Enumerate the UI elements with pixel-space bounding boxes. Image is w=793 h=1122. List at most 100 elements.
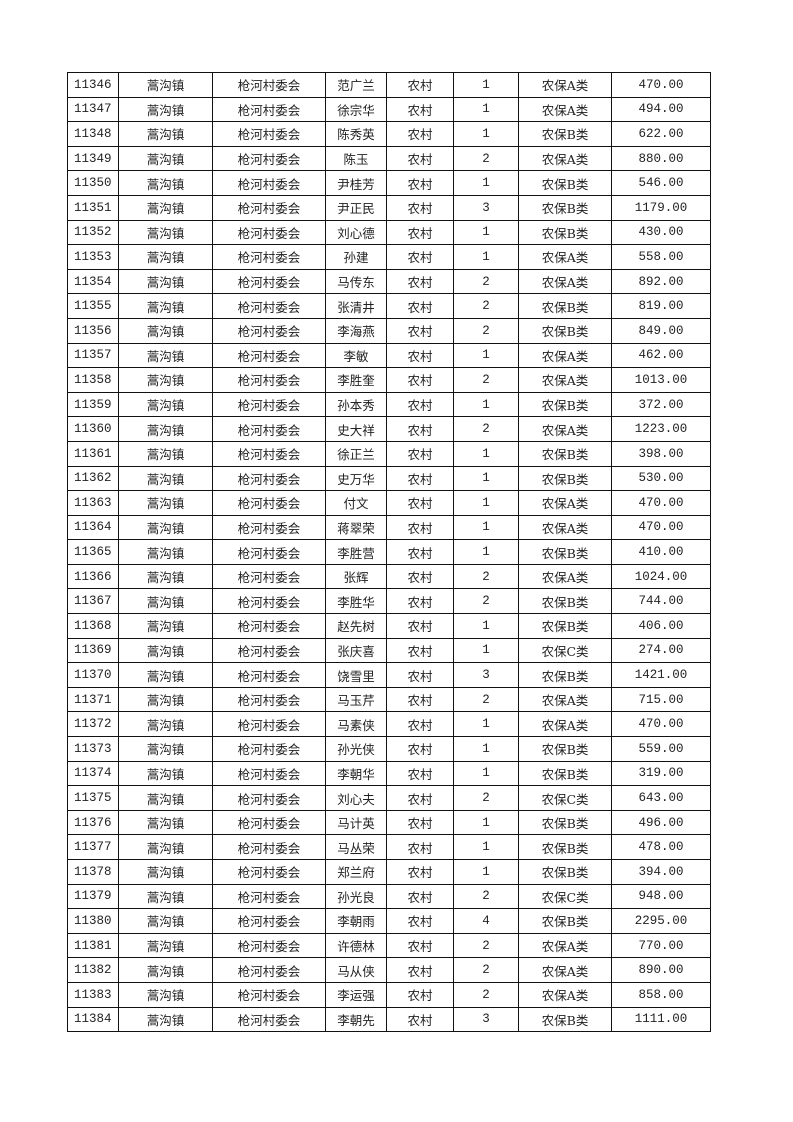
row-id-cell: 11357 [67, 342, 119, 369]
amount-cell: 406.00 [611, 613, 711, 639]
amount-cell: 2295.00 [611, 908, 711, 934]
person-name-cell: 史大祥 [325, 416, 387, 442]
person-name-cell: 李朝华 [325, 760, 387, 787]
town-cell: 蒿沟镇 [118, 809, 213, 836]
table-row: 11364 蒿沟镇 枪河村委会 蒋翠荣 农村 1 农保A类 470.00 [67, 514, 711, 541]
town-cell: 蒿沟镇 [118, 342, 213, 369]
town-cell: 蒿沟镇 [118, 391, 213, 418]
member-count-cell: 1 [453, 121, 519, 147]
insurance-category-cell: 农保B类 [518, 736, 612, 762]
table-row: 11373 蒿沟镇 枪河村委会 孙光侠 农村 1 农保B类 559.00 [67, 736, 711, 762]
amount-cell: 622.00 [611, 121, 711, 147]
village-committee-cell: 枪河村委会 [212, 219, 326, 246]
amount-cell: 559.00 [611, 736, 711, 762]
table-row: 11359 蒿沟镇 枪河村委会 孙本秀 农村 1 农保B类 372.00 [67, 391, 711, 418]
household-type-cell: 农村 [386, 662, 454, 688]
row-id-cell: 11384 [67, 1006, 119, 1033]
member-count-cell: 2 [453, 932, 519, 959]
town-cell: 蒿沟镇 [118, 145, 213, 172]
table-row: 11363 蒿沟镇 枪河村委会 付文 农村 1 农保A类 470.00 [67, 490, 711, 516]
town-cell: 蒿沟镇 [118, 539, 213, 565]
town-cell: 蒿沟镇 [118, 637, 213, 664]
table-row: 11354 蒿沟镇 枪河村委会 马传东 农村 2 农保A类 892.00 [67, 268, 711, 295]
insurance-category-cell: 农保B类 [518, 170, 612, 196]
insurance-category-cell: 农保B类 [518, 121, 612, 147]
person-name-cell: 孙光良 [325, 883, 387, 910]
town-cell: 蒿沟镇 [118, 711, 213, 738]
insurance-category-cell: 农保B类 [518, 391, 612, 418]
row-id-cell: 11352 [67, 219, 119, 246]
insurance-category-cell: 农保B类 [518, 834, 612, 860]
amount-cell: 494.00 [611, 96, 711, 123]
person-name-cell: 李胜奎 [325, 367, 387, 393]
town-cell: 蒿沟镇 [118, 170, 213, 196]
person-name-cell: 史万华 [325, 465, 387, 492]
town-cell: 蒿沟镇 [118, 121, 213, 147]
member-count-cell: 2 [453, 145, 519, 172]
insurance-category-cell: 农保B类 [518, 539, 612, 565]
town-cell: 蒿沟镇 [118, 662, 213, 688]
insurance-category-cell: 农保A类 [518, 686, 612, 713]
amount-cell: 858.00 [611, 981, 711, 1008]
amount-cell: 715.00 [611, 686, 711, 713]
amount-cell: 890.00 [611, 957, 711, 983]
member-count-cell: 1 [453, 637, 519, 664]
household-type-cell: 农村 [386, 268, 454, 295]
table-row: 11380 蒿沟镇 枪河村委会 李朝雨 农村 4 农保B类 2295.00 [67, 908, 711, 934]
person-name-cell: 马计英 [325, 809, 387, 836]
village-committee-cell: 枪河村委会 [212, 859, 326, 885]
village-committee-cell: 枪河村委会 [212, 981, 326, 1008]
person-name-cell: 张清井 [325, 293, 387, 319]
table-row: 11376 蒿沟镇 枪河村委会 马计英 农村 1 农保B类 496.00 [67, 809, 711, 836]
table-row: 11357 蒿沟镇 枪河村委会 李敏 农村 1 农保A类 462.00 [67, 342, 711, 369]
row-id-cell: 11379 [67, 883, 119, 910]
table-row: 11372 蒿沟镇 枪河村委会 马素侠 农村 1 农保A类 470.00 [67, 711, 711, 738]
village-committee-cell: 枪河村委会 [212, 539, 326, 565]
table-row: 11361 蒿沟镇 枪河村委会 徐正兰 农村 1 农保B类 398.00 [67, 440, 711, 467]
town-cell: 蒿沟镇 [118, 416, 213, 442]
village-committee-cell: 枪河村委会 [212, 440, 326, 467]
row-id-cell: 11383 [67, 981, 119, 1008]
insurance-category-cell: 农保A类 [518, 367, 612, 393]
row-id-cell: 11362 [67, 465, 119, 492]
row-id-cell: 11382 [67, 957, 119, 983]
insurance-category-cell: 农保A类 [518, 416, 612, 442]
member-count-cell: 3 [453, 194, 519, 221]
town-cell: 蒿沟镇 [118, 932, 213, 959]
household-type-cell: 农村 [386, 981, 454, 1008]
amount-cell: 478.00 [611, 834, 711, 860]
row-id-cell: 11363 [67, 490, 119, 516]
row-id-cell: 11349 [67, 145, 119, 172]
person-name-cell: 刘心夫 [325, 785, 387, 811]
insurance-category-cell: 农保A类 [518, 563, 612, 590]
town-cell: 蒿沟镇 [118, 465, 213, 492]
member-count-cell: 1 [453, 440, 519, 467]
row-id-cell: 11355 [67, 293, 119, 319]
insurance-category-cell: 农保B类 [518, 219, 612, 246]
household-type-cell: 农村 [386, 809, 454, 836]
household-type-cell: 农村 [386, 834, 454, 860]
household-type-cell: 农村 [386, 293, 454, 319]
member-count-cell: 1 [453, 170, 519, 196]
row-id-cell: 11372 [67, 711, 119, 738]
table-row: 11353 蒿沟镇 枪河村委会 孙建 农村 1 农保A类 558.00 [67, 244, 711, 270]
household-type-cell: 农村 [386, 563, 454, 590]
insurance-category-cell: 农保B类 [518, 908, 612, 934]
village-committee-cell: 枪河村委会 [212, 367, 326, 393]
village-committee-cell: 枪河村委会 [212, 416, 326, 442]
village-committee-cell: 枪河村委会 [212, 834, 326, 860]
table-row: 11374 蒿沟镇 枪河村委会 李朝华 农村 1 农保B类 319.00 [67, 760, 711, 787]
person-name-cell: 李胜华 [325, 588, 387, 615]
amount-cell: 470.00 [611, 490, 711, 516]
table-row: 11379 蒿沟镇 枪河村委会 孙光良 农村 2 农保C类 948.00 [67, 883, 711, 910]
table-row: 11371 蒿沟镇 枪河村委会 马玉芹 农村 2 农保A类 715.00 [67, 686, 711, 713]
table-row: 11370 蒿沟镇 枪河村委会 饶雪里 农村 3 农保B类 1421.00 [67, 662, 711, 688]
row-id-cell: 11353 [67, 244, 119, 270]
amount-cell: 319.00 [611, 760, 711, 787]
member-count-cell: 2 [453, 957, 519, 983]
member-count-cell: 2 [453, 416, 519, 442]
person-name-cell: 马玉芹 [325, 686, 387, 713]
person-name-cell: 范广兰 [325, 72, 387, 98]
village-committee-cell: 枪河村委会 [212, 613, 326, 639]
data-table: 11346 蒿沟镇 枪河村委会 范广兰 农村 1 农保A类 470.00 11347 蒿沟镇 枪河村… [67, 72, 711, 1033]
